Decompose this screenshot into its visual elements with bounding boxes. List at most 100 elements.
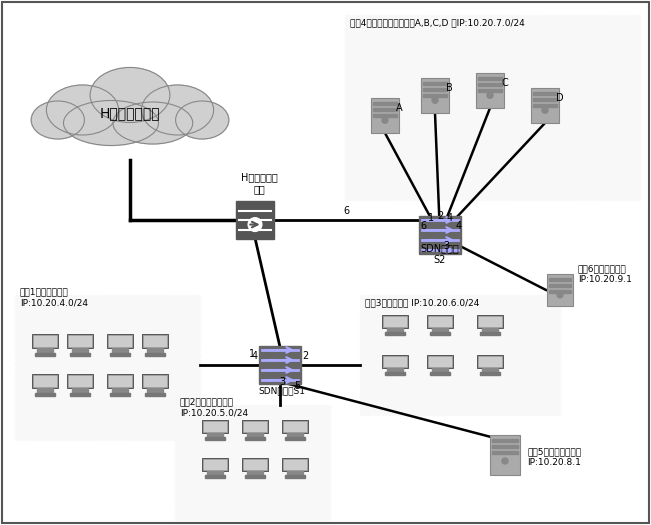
Bar [245,437,266,440]
Bar [287,471,303,475]
Bar [430,372,450,375]
Bar [429,317,451,326]
Bar [72,348,88,353]
Bar [109,376,131,386]
Text: H学院主干网络: H学院主干网络 [100,106,160,120]
Bar [147,388,163,393]
Bar [479,357,501,366]
Text: 网段1：网络研究所
IP:10.20.4.0/24: 网段1：网络研究所 IP:10.20.4.0/24 [20,288,88,307]
Bar [432,328,448,332]
Text: 网段5：审计服务器：
IP:10.20.8.1: 网段5：审计服务器： IP:10.20.8.1 [527,448,581,467]
Bar [282,458,308,471]
Circle shape [502,458,508,464]
Text: B: B [446,83,453,93]
Bar [34,336,56,346]
Text: 4: 4 [252,351,258,361]
Bar [430,332,450,335]
Bar [204,422,226,431]
Text: A: A [396,103,403,113]
Bar [423,81,447,85]
Bar [145,353,165,356]
Bar [492,439,518,442]
Bar [247,471,263,475]
Bar [202,420,228,433]
Bar [482,328,498,332]
Bar [490,435,520,475]
Bar [477,315,503,328]
Bar [480,372,501,375]
Bar [345,15,640,200]
Bar [382,355,408,368]
Bar [244,422,266,431]
Text: 网段3：云实验室 IP:10.20.6.0/24: 网段3：云实验室 IP:10.20.6.0/24 [365,298,479,307]
Bar [204,475,225,478]
Circle shape [487,92,493,98]
Text: 网段6：数据服务器
IP:10.20.9.1: 网段6：数据服务器 IP:10.20.9.1 [578,265,632,284]
Bar [144,336,166,346]
Bar [427,315,453,328]
Bar [492,445,518,448]
Bar [479,317,501,326]
Bar [70,393,90,396]
Bar [531,88,559,122]
Ellipse shape [141,85,214,135]
Bar [533,103,557,107]
Bar [204,437,225,440]
Text: 3: 3 [443,241,449,251]
Bar [423,88,447,90]
Bar [142,374,168,388]
Bar [69,336,91,346]
Bar [549,278,571,281]
Text: 1: 1 [428,213,434,223]
Text: 4: 4 [456,221,462,231]
Bar [429,357,451,366]
Bar [112,388,128,393]
Ellipse shape [90,68,170,122]
Bar [204,460,226,469]
Bar [236,201,274,239]
Bar [247,433,263,437]
Ellipse shape [113,102,193,144]
Ellipse shape [176,101,229,139]
Text: 3: 3 [279,377,285,387]
Bar [109,393,130,396]
Bar [70,353,90,356]
Circle shape [542,107,548,113]
Text: 6: 6 [420,221,426,231]
Text: SDN交换机S1: SDN交换机S1 [258,386,305,395]
Bar [373,113,397,117]
Bar [284,460,306,469]
Bar [69,376,91,386]
Bar [67,374,93,388]
Bar [107,374,133,388]
Ellipse shape [31,101,85,139]
Bar [37,348,53,353]
Circle shape [382,117,388,123]
Bar [478,89,502,91]
Bar [35,393,55,396]
Text: 4: 4 [447,213,453,223]
Bar [109,336,131,346]
Bar [67,334,93,348]
Bar [107,334,133,348]
Text: 网段2：研究生实验室
IP:10.20.5.0/24: 网段2：研究生实验室 IP:10.20.5.0/24 [180,397,248,417]
Bar [387,368,403,372]
Bar [35,353,55,356]
Bar [34,376,56,386]
Bar [32,334,58,348]
Bar [15,295,200,440]
Bar [282,420,308,433]
Bar [384,357,406,366]
Ellipse shape [46,85,118,135]
Bar [373,108,397,110]
Bar [387,328,403,332]
Bar [147,348,163,353]
Bar [37,388,53,393]
Bar [202,458,228,471]
Text: 6: 6 [343,206,349,216]
Bar [382,315,408,328]
Circle shape [248,218,262,232]
Text: D: D [556,93,564,103]
Bar [385,372,406,375]
Bar [385,332,406,335]
